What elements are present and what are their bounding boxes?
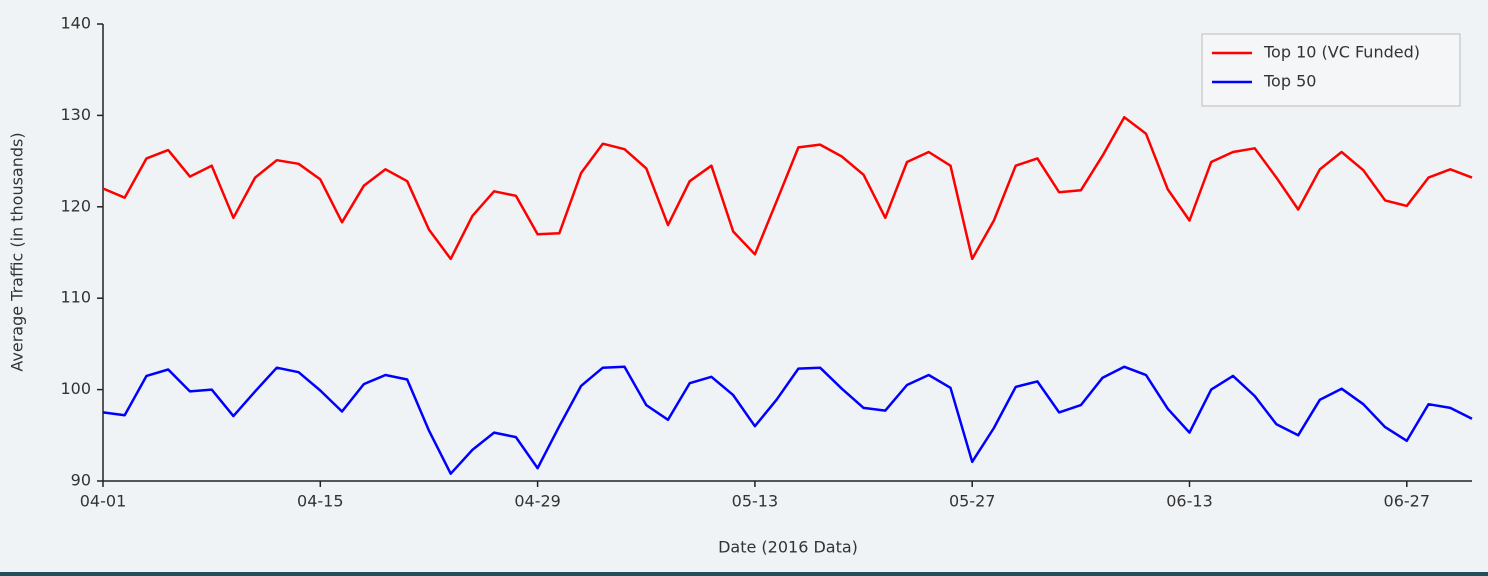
bottom-border [0,572,1488,576]
x-tick-label: 04-01 [80,492,127,511]
y-tick-label: 110 [60,288,91,307]
legend-box [1201,33,1461,107]
legend-label: Top 50 [1263,72,1316,91]
x-axis-label: Date (2016 Data) [718,538,858,557]
y-tick-label: 90 [71,471,91,490]
x-tick-label: 06-13 [1166,492,1213,511]
series-line [102,115,1473,261]
legend-label: Top 10 (VC Funded) [1263,43,1420,62]
x-tick-label: 06-27 [1384,492,1431,511]
y-tick-label: 130 [60,105,91,124]
y-axis-label: Average Traffic (in thousands) [8,132,27,371]
x-tick-label: 04-29 [514,492,561,511]
y-tick-label: 120 [60,196,91,215]
y-tick-label: 100 [60,379,91,398]
y-tick-label: 140 [60,14,91,33]
series-line [102,365,1473,475]
x-tick-label: 04-15 [297,492,344,511]
x-tick-label: 05-27 [949,492,996,511]
x-tick-label: 05-13 [732,492,779,511]
